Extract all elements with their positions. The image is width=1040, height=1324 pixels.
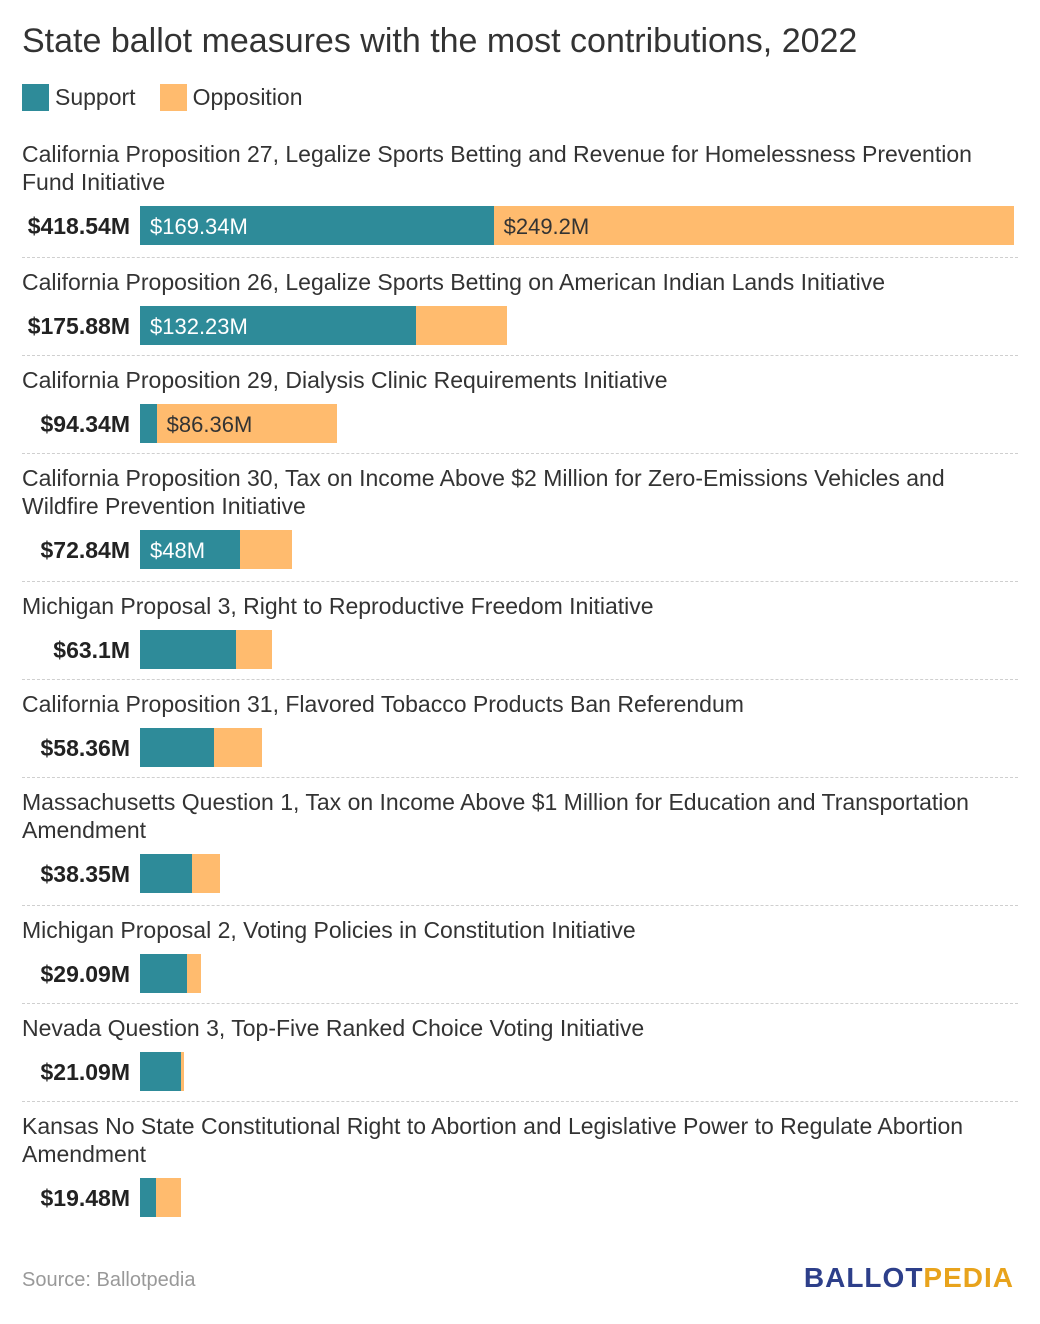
chart-row: California Proposition 29, Dialysis Clin… (0, 356, 1040, 454)
total-label: $72.84M (40, 537, 130, 563)
row-divider (22, 905, 1018, 906)
legend-label-support: Support (55, 84, 136, 110)
total-label: $19.48M (40, 1185, 130, 1211)
row-divider (22, 1101, 1018, 1102)
bar-segment-support (140, 630, 237, 669)
bar-segment-support: $169.34M (140, 206, 494, 245)
bar-segment-opposition (416, 306, 508, 345)
stacked-bar (140, 1178, 181, 1217)
measure-label: Nevada Question 3, Top-Five Ranked Choic… (22, 1015, 645, 1041)
bar-segment-opposition (240, 530, 293, 569)
total-label: $58.36M (40, 735, 130, 761)
total-label: $29.09M (40, 961, 130, 987)
row-divider (22, 581, 1018, 582)
bar-segment-support: $132.23M (140, 306, 417, 345)
logo-part-ballot: BALLOT (803, 1262, 924, 1293)
chart-row: California Proposition 30, Tax on Income… (0, 454, 1040, 582)
stacked-bar (140, 954, 201, 993)
bar-segment-support (140, 1052, 181, 1091)
row-divider (22, 1003, 1018, 1004)
stacked-bar (140, 630, 272, 669)
stacked-bar (140, 854, 221, 893)
measure-label: California Proposition 31, Flavored Toba… (22, 691, 744, 717)
opposition-value-label: $249.2M (503, 214, 590, 239)
bar-segment-support (140, 854, 193, 893)
bar-segment-support (140, 954, 187, 993)
total-label: $38.35M (40, 861, 130, 887)
support-value-label: $132.23M (150, 314, 248, 339)
bar-segment-opposition: $249.2M (493, 206, 1014, 245)
stacked-bar: $132.23M (140, 306, 508, 345)
chart-row: California Proposition 26, Legalize Spor… (0, 258, 1040, 356)
row-divider (22, 679, 1018, 680)
stacked-bar: $86.36M (140, 404, 337, 443)
bar-segment-support (140, 728, 215, 767)
row-divider (22, 355, 1018, 356)
chart-row: Michigan Proposal 3, Right to Reproducti… (0, 582, 1040, 680)
legend: Support Opposition (22, 84, 327, 111)
total-label: $175.88M (27, 313, 130, 339)
bar-segment-opposition (192, 854, 221, 893)
support-value-label: $169.34M (150, 214, 248, 239)
bar-segment-support: $48M (140, 530, 241, 569)
measure-label: Michigan Proposal 2, Voting Policies in … (22, 917, 636, 943)
bar-segment-support (140, 1178, 157, 1217)
bar-segment-opposition (180, 1052, 185, 1091)
bar-segment-support (140, 404, 157, 443)
legend-label-opposition: Opposition (192, 84, 303, 110)
measure-label: California Proposition 30, Tax on Income… (22, 465, 945, 519)
stacked-bar: $48M (140, 530, 293, 569)
total-label: $21.09M (40, 1059, 130, 1085)
chart-row: Kansas No State Constitutional Right to … (0, 1102, 1040, 1230)
stacked-bar: $169.34M $249.2M (140, 206, 1014, 245)
ballotpedia-logo: BALLOTPEDIA (804, 1262, 1014, 1294)
row-divider (22, 453, 1018, 454)
measure-label: Kansas No State Constitutional Right to … (22, 1113, 964, 1167)
bar-chart-rows: California Proposition 27, Legalize Spor… (0, 130, 1040, 1230)
bar-segment-opposition (156, 1178, 181, 1217)
row-divider (22, 257, 1018, 258)
support-value-label: $48M (150, 538, 206, 563)
measure-label: California Proposition 27, Legalize Spor… (22, 141, 972, 195)
total-label: $418.54M (27, 213, 130, 239)
legend-swatch-opposition (159, 84, 187, 111)
bar-segment-opposition: $86.36M (156, 404, 337, 443)
source-note: Source: Ballotpedia (22, 1269, 196, 1291)
chart-row: California Proposition 31, Flavored Toba… (0, 680, 1040, 778)
total-label: $63.1M (53, 637, 130, 663)
total-label: $94.34M (40, 411, 130, 437)
stacked-bar (140, 728, 262, 767)
row-divider (22, 777, 1018, 778)
chart-row: Michigan Proposal 2, Voting Policies in … (0, 906, 1040, 1004)
legend-swatch-support (22, 84, 49, 111)
chart-row: Nevada Question 3, Top-Five Ranked Choic… (0, 1004, 1040, 1102)
measure-label: Michigan Proposal 3, Right to Reproducti… (22, 593, 654, 619)
chart-row: Massachusetts Question 1, Tax on Income … (0, 778, 1040, 906)
bar-segment-opposition (214, 728, 262, 767)
legend-item-support: Support (22, 84, 136, 111)
logo-part-pedia: PEDIA (923, 1262, 1014, 1293)
bar-segment-opposition (186, 954, 201, 993)
stacked-bar (140, 1052, 185, 1091)
opposition-value-label: $86.36M (166, 412, 253, 437)
measure-label: California Proposition 29, Dialysis Clin… (22, 367, 668, 393)
legend-item-opposition: Opposition (159, 84, 303, 111)
measure-label: Massachusetts Question 1, Tax on Income … (22, 789, 969, 843)
bar-segment-opposition (236, 630, 272, 669)
measure-label: California Proposition 26, Legalize Spor… (22, 269, 886, 295)
chart-title: State ballot measures with the most cont… (22, 22, 858, 60)
chart-row: California Proposition 27, Legalize Spor… (0, 130, 1040, 258)
